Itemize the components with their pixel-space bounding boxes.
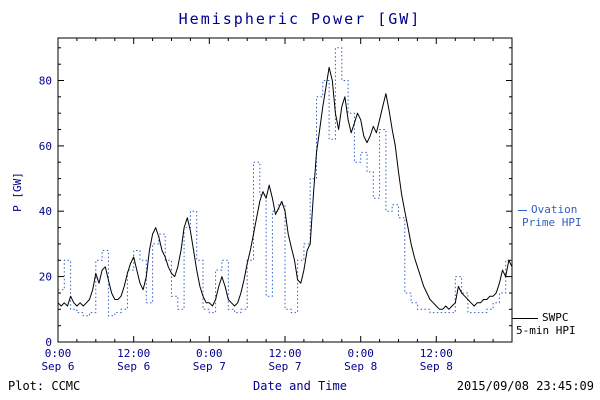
y-tick-label: 40: [39, 205, 52, 218]
x-tick-label-date: Sep 8: [420, 360, 453, 373]
x-tick-label-time: 0:00: [196, 347, 223, 360]
y-tick-label: 0: [45, 336, 52, 349]
ovation-line: [58, 47, 512, 317]
plot-credit: Plot: CCMC: [8, 379, 81, 393]
legend-swpc-line1: SWPC: [542, 311, 569, 324]
y-tick-label: 60: [39, 140, 52, 153]
y-axis-label: P [GW]: [11, 172, 24, 212]
x-tick-label-time: 12:00: [268, 347, 301, 360]
x-tick-label-date: Sep 6: [41, 360, 74, 373]
legend-ovation-line2: Prime HPI: [522, 216, 582, 229]
ovation-legend-marker-icon: [518, 209, 527, 211]
series-group: [58, 47, 512, 317]
legend-swpc: SWPC 5-min HPI: [512, 311, 576, 337]
y-tick-label: 80: [39, 75, 52, 88]
x-tick-label-date: Sep 6: [117, 360, 150, 373]
y-tick-label: 20: [39, 271, 52, 284]
legend-ovation: Ovation Prime HPI: [518, 203, 582, 229]
legend-swpc-line2: 5-min HPI: [516, 324, 576, 337]
swpc-line: [58, 66, 512, 310]
legend-ovation-line1: Ovation: [531, 203, 578, 216]
timestamp: 2015/09/08 23:45:09: [456, 379, 594, 393]
x-tick-label-date: Sep 7: [268, 360, 301, 373]
x-tick-label-time: 12:00: [117, 347, 150, 360]
axis-ticks: [57, 38, 513, 343]
x-tick-label-date: Sep 7: [193, 360, 226, 373]
x-tick-label-time: 0:00: [45, 347, 72, 360]
x-tick-label-date: Sep 8: [344, 360, 377, 373]
chart-title: Hemispheric Power [GW]: [178, 10, 422, 28]
x-tick-label-time: 0:00: [347, 347, 374, 360]
swpc-legend-marker-icon: [512, 317, 538, 319]
x-tick-label-time: 12:00: [420, 347, 453, 360]
x-axis-label: Date and Time: [253, 379, 347, 393]
